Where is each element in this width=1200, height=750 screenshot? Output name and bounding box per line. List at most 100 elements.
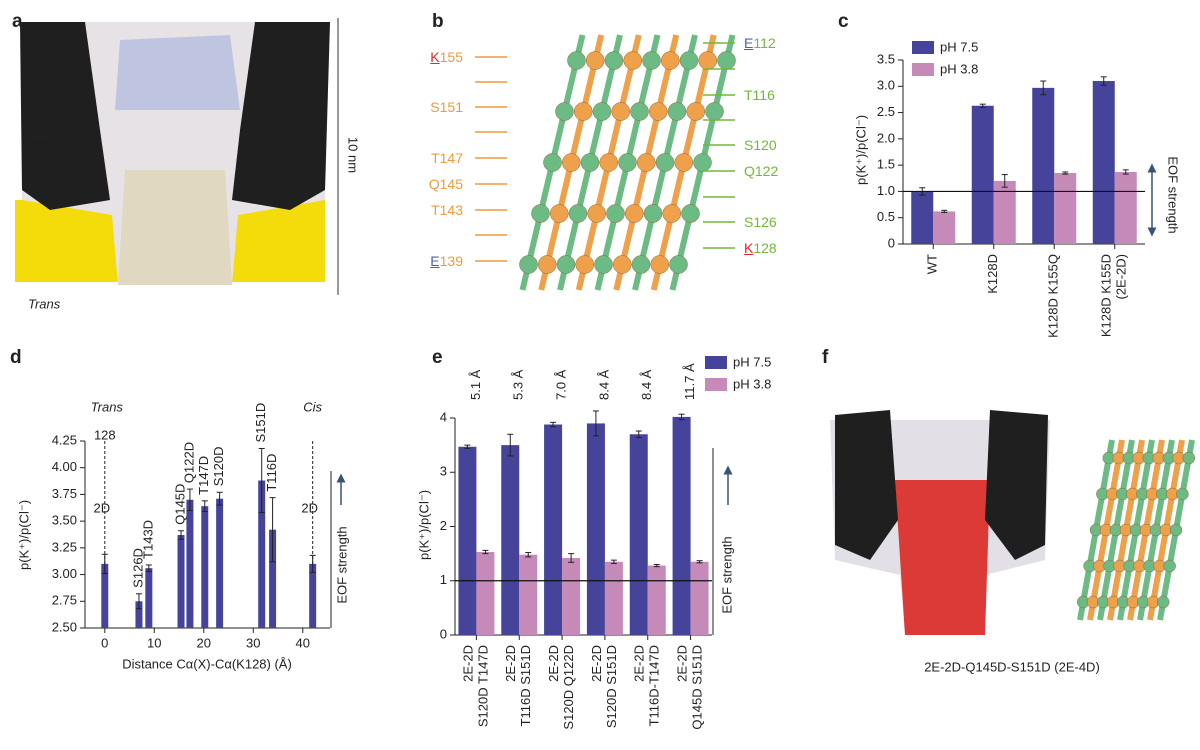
y-tick-label: 3.50 [52,513,77,528]
bar-label: S126D [130,548,145,588]
residue-atom [606,204,625,223]
panel-letter: f [822,347,829,368]
legend-label: pH 7.5 [733,354,771,369]
bar [145,568,153,628]
x-tick-label: S120D T147D [475,645,490,727]
residue-label: T147 [431,150,463,166]
x-tick-label: S120D S151D [604,645,619,728]
residue-atom [705,102,724,121]
pore-stem [118,170,232,285]
panel-letter: a [12,11,23,32]
residue-atom [631,255,651,274]
bar [1032,87,1055,244]
distance-label: 11.7 Å [682,363,697,400]
barrel [1076,439,1196,621]
residue-atom [1163,559,1176,573]
legend-label: pH 3.8 [940,61,978,76]
y-tick-label: 0 [440,626,447,641]
residue-atom [630,102,649,121]
bar [604,561,623,635]
scale-label: 10 nm [346,137,361,173]
trans-label: Trans [91,399,124,414]
residue-atom [580,153,600,172]
residue-atom [586,51,605,70]
distance-label: 5.1 Å [468,369,483,400]
bar [177,535,185,628]
residue-atom [599,153,618,172]
x-tick-label: K128D [985,254,1000,294]
residue-label: Q145 [428,176,463,192]
legend-swatch [705,356,727,369]
y-tick-label: 2.50 [52,619,77,634]
residue-label: Q122 [744,163,779,179]
x-tick-label: 2E-2D [589,645,604,682]
residue-atom [662,204,681,223]
panel-letter: b [432,11,444,32]
bar [309,563,317,628]
bar [501,445,520,635]
residue-label: S126 [744,214,777,230]
legend-label: pH 3.8 [733,376,771,391]
y-tick-label: 3.00 [52,566,77,581]
residue-atom [649,102,668,121]
residue-atom [594,255,613,274]
caption: 2E-2D-Q145D-S151D (2E-4D) [924,659,1100,674]
x-axis-label: Distance Cα(X)-Cα(K128) (Å) [122,656,292,671]
residue-label: T143 [431,202,463,218]
residue-label: S120 [744,137,777,153]
residue-atom [623,51,642,70]
residue-label: S151 [430,99,463,115]
residue-atom [679,51,699,70]
bar-label: T147D [196,456,211,495]
y-tick-label: 4 [440,409,447,424]
y-axis-label: p(K⁺)/p(Cl⁻) [416,490,431,560]
bar [476,551,495,635]
residue-atom [543,153,562,172]
residue-atom [1156,595,1170,609]
residue-atom [568,204,588,223]
bar-label: S151D [253,403,268,443]
distance-label: 5.3 Å [511,369,526,400]
residue-atom [1169,523,1183,537]
bar [135,601,143,628]
bar [672,416,691,635]
cis-label: Cis [303,399,322,414]
bar [1092,81,1115,245]
residue-atom [661,51,680,70]
residue-label: K128 [744,240,777,256]
x-tick-label: (2E-2D) [1114,254,1129,300]
bar [258,480,266,628]
residue-atom [574,102,593,121]
trans-label: Trans [28,296,61,311]
y-tick-label: 3.75 [52,486,77,501]
residue-atom [637,153,656,172]
residue-atom [618,153,637,172]
panel-letter: c [838,11,849,32]
residue-atom [556,255,576,274]
residue-atom [681,204,700,223]
y-tick-label: 1.5 [877,157,895,172]
bar [544,424,563,635]
residue-atom [538,255,557,274]
x-tick-label: 20 [197,635,211,650]
y-axis-label: p(K⁺)/p(Cl⁻) [853,115,868,185]
residue-atom [1182,451,1196,465]
x-tick-label: K128D K155Q [1046,254,1061,338]
distance-label: 8.4 Å [639,369,654,400]
x-tick-label: 40 [296,635,310,650]
residue-atom [567,51,586,70]
residue-atom [550,204,569,223]
bar [216,498,224,628]
y-tick-label: 4.00 [52,459,77,474]
pore-stem [895,480,990,635]
side-label: EOF strength [334,526,349,603]
bar [269,529,277,628]
residue-atom [625,204,644,223]
x-tick-label: 2E-2D [546,645,561,682]
residue-label: T116 [744,87,775,103]
bar [201,506,209,628]
bar-label: T143D [140,520,155,559]
residue-atom [693,153,712,172]
residue-label: E139 [430,253,463,269]
